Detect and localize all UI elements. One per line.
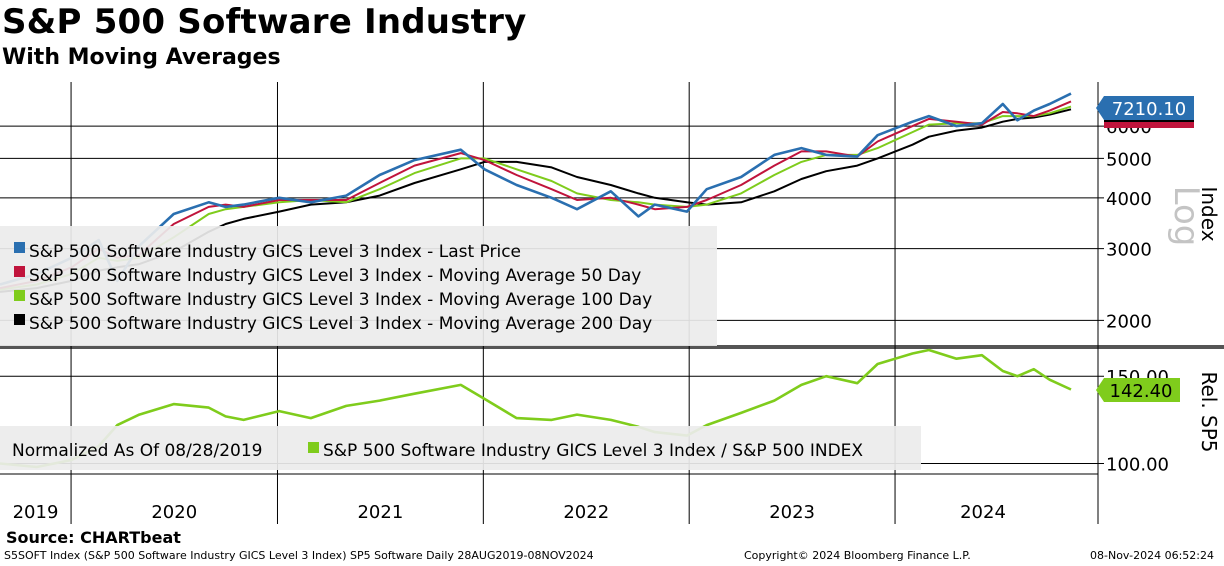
series-line-last-price (0, 92, 1072, 286)
lower-legend: Normalized As Of 08/28/2019 S&P 500 Soft… (0, 426, 921, 470)
upper-legend: S&P 500 Software Industry GICS Level 3 I… (0, 226, 717, 346)
footer-timestamp: 08-Nov-2024 06:52:24 (1090, 549, 1215, 562)
x-tick-label: 2020 (151, 502, 197, 523)
log-scale-label: Log (1166, 186, 1206, 247)
upper-y-tick-label: 3000 (1106, 240, 1152, 261)
upper-y-tick-label: 5000 (1106, 149, 1152, 170)
footer-description: S5SOFT Index (S&P 500 Software Industry … (4, 549, 594, 562)
chart-subtitle: With Moving Averages (2, 45, 281, 70)
lower-axis-title: Rel. SP5 (1197, 371, 1221, 452)
normalized-note: Normalized As Of 08/28/2019 (12, 441, 262, 461)
x-tick-label: 2019 (13, 502, 59, 523)
x-tick-label: 2021 (357, 502, 403, 523)
relative-last-tag: 142.40 (1096, 378, 1180, 402)
legend-swatch-last-price (14, 242, 25, 253)
legend-swatch-ma100 (14, 290, 25, 301)
upper-legend-box (0, 226, 717, 346)
last-price-value: 7210.10 (1112, 99, 1186, 120)
last-price-tag: 7210.10 (1096, 96, 1194, 128)
legend-label-relative: S&P 500 Software Industry GICS Level 3 I… (323, 441, 863, 461)
upper-y-tick-label: 2000 (1106, 311, 1152, 332)
legend-swatch-relative (308, 442, 319, 453)
legend-label-ma100: S&P 500 Software Industry GICS Level 3 I… (29, 290, 652, 310)
upper-y-tick-label: 4000 (1106, 189, 1152, 210)
x-tick-label: 2022 (563, 502, 609, 523)
lower-y-tick-label: 100.00 (1106, 455, 1169, 476)
chart-title: S&P 500 Software Industry (2, 2, 527, 42)
source-note: Source: CHARTbeat (6, 528, 181, 547)
legend-label-last-price: S&P 500 Software Industry GICS Level 3 I… (29, 242, 521, 262)
footer-copyright: Copyright© 2024 Bloomberg Finance L.P. (744, 549, 971, 562)
series-line-relative (0, 348, 1072, 469)
legend-label-ma200: S&P 500 Software Industry GICS Level 3 I… (29, 314, 652, 334)
series-line-ma100 (0, 105, 1072, 291)
legend-swatch-ma50 (14, 266, 25, 277)
lower-legend-box (0, 426, 921, 470)
legend-swatch-ma200 (14, 314, 25, 325)
x-tick-label: 2024 (960, 502, 1006, 523)
relative-last-value: 142.40 (1110, 381, 1173, 402)
upper-axis-title: Index (1197, 186, 1221, 241)
legend-label-ma50: S&P 500 Software Industry GICS Level 3 I… (29, 266, 641, 286)
x-tick-label: 2023 (769, 502, 815, 523)
relative-tag-bg (1096, 378, 1180, 402)
last-price-tag-bg (1096, 96, 1194, 120)
ma50-tag-strip (1104, 120, 1194, 128)
